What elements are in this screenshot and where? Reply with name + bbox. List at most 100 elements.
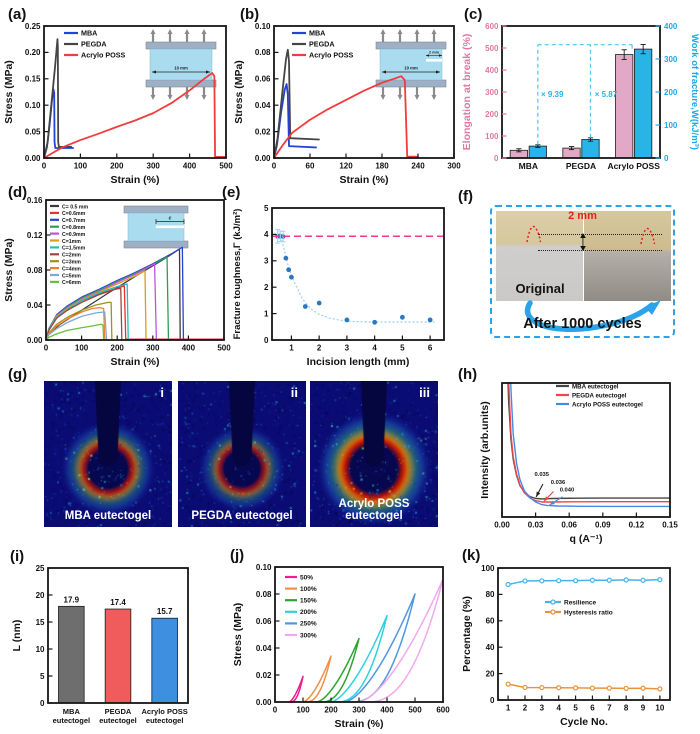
series-acrylo-poss xyxy=(273,75,419,159)
saxs-image-mba: i MBA eutectogel xyxy=(44,381,172,527)
legend-label: C=0.6mm xyxy=(62,211,86,217)
y2-axis-label: Work of fracture,W(kJ/m³) xyxy=(689,34,700,150)
series-resilience xyxy=(507,578,661,586)
data-point xyxy=(283,255,289,261)
y-tick-label: 20 xyxy=(36,591,45,600)
data-point xyxy=(316,300,322,306)
photo-frame: 2 mm Original After 1000 cycles xyxy=(490,205,675,338)
x-axis-label: Strain (%) xyxy=(339,174,388,186)
y2-tick-label: 0 xyxy=(664,154,669,163)
series-c-6mm xyxy=(45,323,105,341)
x-tick-label: 4 xyxy=(372,344,377,353)
x-tick-label: 0 xyxy=(44,344,49,353)
tension-arrows-down xyxy=(381,87,436,95)
plot-area xyxy=(505,577,663,692)
panel-g-saxs: i MBA eutectogel ii PEGDA eutectogel iii… xyxy=(0,366,456,536)
x-tick-label: 100 xyxy=(74,162,88,171)
category-label: eutectogel xyxy=(53,716,91,725)
sample-inset-d: c xyxy=(123,205,189,249)
saxs-caption: PEGDA eutectogel xyxy=(191,510,293,523)
legend-label: Resilience xyxy=(564,599,597,606)
x-tick-label: 3 xyxy=(345,344,350,353)
y-tick-label: 5 xyxy=(264,204,269,213)
series-300- xyxy=(358,578,444,703)
x-tick-label: 1 xyxy=(506,704,511,713)
marker xyxy=(505,581,511,588)
data-point xyxy=(286,267,292,273)
y-axis: 0 1 2 3 4 5 xyxy=(264,204,277,345)
legend-label: C=2mm xyxy=(62,253,81,259)
y-axis: 0.00 0.02 0.04 0.06 0.08 0.10 xyxy=(256,563,280,707)
x-tick-label: 5 xyxy=(573,704,578,713)
series-50- xyxy=(288,675,304,703)
legend-label: 100% xyxy=(300,586,317,593)
x-axis: 0 100 200 300 400 500 xyxy=(42,153,233,171)
roman-numeral: ii xyxy=(290,385,298,400)
x-tick-label: 0.09 xyxy=(595,521,611,530)
x-tick-label: 400 xyxy=(380,706,394,715)
plot-frame xyxy=(273,25,455,159)
x-tick-label: 0 xyxy=(273,706,278,715)
legend-label: C= 0.5 mm xyxy=(62,204,88,210)
y-tick-label: 0.10 xyxy=(25,101,41,110)
marker xyxy=(657,686,663,692)
legend-label: Acrylo POSS eutectogel xyxy=(572,401,643,408)
y-axis: 0 20 40 60 80 100 xyxy=(481,564,503,705)
y-axis-label: Stress (MPa) xyxy=(232,603,244,667)
y-tick-label: 0.04 xyxy=(27,301,43,310)
y-tick-label: 0 xyxy=(494,154,499,163)
legend-label: MBA eutectogel xyxy=(572,383,619,390)
legend-label: C=6mm xyxy=(62,280,81,286)
notch-outline-left xyxy=(526,225,542,243)
x-tick-label: 0.12 xyxy=(629,521,645,530)
y-tick-label: 100 xyxy=(485,132,499,141)
x-tick-label: 500 xyxy=(217,344,231,353)
sample-inset-a: 10 mm xyxy=(145,29,217,100)
arrowheads-up xyxy=(380,29,437,34)
y-tick-label: 0 xyxy=(490,696,495,705)
legend-label: MBA xyxy=(81,28,97,37)
y-tick-label: 0.00 xyxy=(27,336,43,345)
x-tick-label: 2 xyxy=(317,344,322,353)
y-axis: 0 100 200 300 400 500 600 xyxy=(485,22,507,163)
marker xyxy=(606,685,612,691)
inset-width-label: 10 mm xyxy=(404,66,418,71)
legend-label: 200% xyxy=(300,609,317,616)
series-100- xyxy=(302,655,332,703)
x-tick-label: 60 xyxy=(306,162,315,171)
marker xyxy=(522,578,528,584)
x-tick-label: 300 xyxy=(146,344,160,353)
panel-label-f: (f) xyxy=(458,188,473,205)
y-tick-label: 0.25 xyxy=(25,22,41,31)
y-axis: 0.00 0.04 0.08 0.12 0.16 xyxy=(27,196,51,345)
legend-label: 300% xyxy=(300,632,317,639)
y2-axis: 0 100 200 300 400 xyxy=(655,22,678,163)
inset-width-label: 10 mm xyxy=(174,66,188,71)
plot-frame xyxy=(501,382,671,518)
marker xyxy=(522,684,528,691)
y-tick-label: 0.00 xyxy=(255,154,271,163)
plot-frame xyxy=(497,567,671,701)
legend-label: C=0.8mm xyxy=(62,225,86,231)
x-tick-label: 300 xyxy=(147,162,161,171)
series-c-5mm xyxy=(45,311,108,341)
legend: C= 0.5 mmC=0.6mmC=0.7mmC=0.8mmC=0.9mmC=1… xyxy=(50,204,88,286)
series-c-1-5mm xyxy=(45,283,129,341)
y-tick-label: 400 xyxy=(485,66,499,75)
series-pegda-eutectogel xyxy=(507,382,671,503)
x-tick-label: 240 xyxy=(411,162,425,171)
x-tick-label: 6 xyxy=(428,344,433,353)
y-tick-label: 0.00 xyxy=(25,154,41,163)
chart-domain-size: 17.9 17.415.70510152025MBAeutectogelPEGDA… xyxy=(11,564,189,725)
marker xyxy=(657,577,663,583)
x-tick-label: 0 xyxy=(42,162,47,171)
marker xyxy=(556,685,562,691)
category-label: PEGDA xyxy=(105,707,132,716)
saxs-caption: Acrylo POSS eutectogel xyxy=(338,497,410,523)
category-label: MBA xyxy=(519,161,538,171)
panel-label-e: (e) xyxy=(222,184,241,201)
plot-frame xyxy=(271,207,445,341)
legend-label: C=1mm xyxy=(62,239,81,245)
